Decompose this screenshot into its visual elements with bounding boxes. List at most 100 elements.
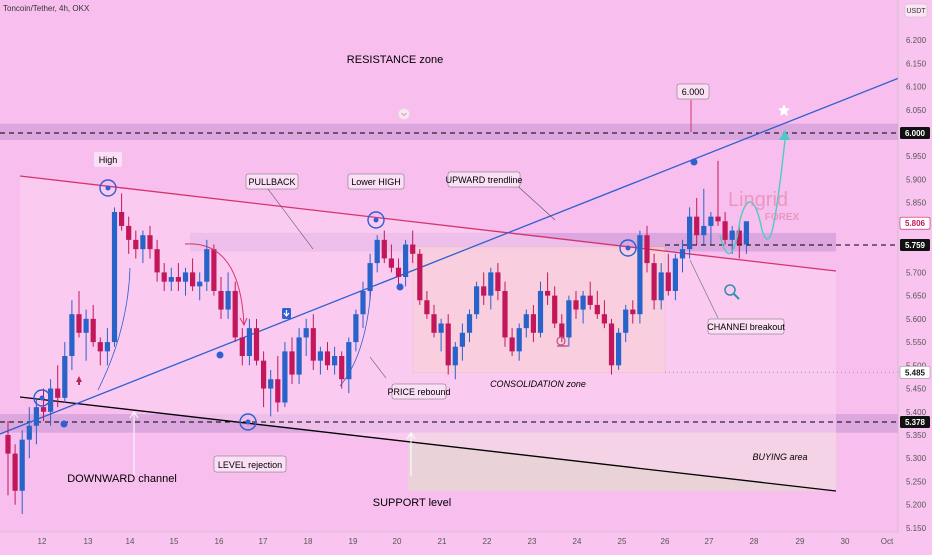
candle-body <box>736 230 742 245</box>
time-axis-ticks: 12 13 14 15 16 17 18 19 20 21 22 23 24 25 26 27 28 29 30 Oc… <box>38 537 894 546</box>
forecast-path <box>719 139 786 255</box>
candle-body <box>310 328 316 361</box>
candle-body <box>708 216 714 226</box>
candle-body <box>608 323 615 366</box>
candle-body <box>743 221 749 245</box>
candle-body <box>580 295 586 310</box>
candle-body <box>161 272 167 282</box>
currency-badge[interactable] <box>904 3 928 18</box>
downward-channel-top-line <box>19 175 837 272</box>
high-circle-marker <box>99 179 117 197</box>
candle-body <box>83 318 89 333</box>
candle-body <box>388 258 394 268</box>
pullback-arrowhead <box>239 317 248 327</box>
price-axis-tick-label: 5.650 <box>906 292 927 301</box>
time-axis-panel[interactable] <box>0 532 932 550</box>
candle-body <box>431 314 437 333</box>
high-label-box <box>94 152 122 167</box>
price-tag-box <box>899 216 931 230</box>
time-axis-tick-label: 19 <box>349 537 358 546</box>
candle-body <box>644 235 650 264</box>
candle-body <box>481 286 487 296</box>
candle-body <box>367 263 373 291</box>
candle-body <box>97 342 103 352</box>
price-axis-panel[interactable] <box>898 0 932 532</box>
candle-body <box>552 295 558 324</box>
rebound-arc-right <box>339 267 373 387</box>
time-axis-tick-label: 12 <box>38 537 47 546</box>
candle-body <box>537 290 544 333</box>
candle-body <box>126 225 132 240</box>
candle-body <box>474 286 480 315</box>
support-level-label: SUPPORT level <box>373 497 451 509</box>
time-axis-tick-label: 26 <box>661 537 670 546</box>
candle-body <box>502 290 508 338</box>
candle-body <box>687 216 693 250</box>
candle-body <box>601 314 607 324</box>
time-axis-tick-label: 17 <box>259 537 268 546</box>
consolidation-zone-label: CONSOLIDATION zone <box>490 379 586 389</box>
candle-body <box>395 267 402 278</box>
time-axis-tick-label: 29 <box>796 537 805 546</box>
high-dot <box>105 185 111 191</box>
candle-body <box>26 425 32 440</box>
price-axis-tick-label: 5.350 <box>906 431 927 440</box>
downward-channel-bottom-line <box>19 396 837 492</box>
candle-body <box>495 272 501 291</box>
star-icon <box>778 104 790 116</box>
upward-trendline-label-box <box>447 171 521 188</box>
candle-body <box>119 211 125 226</box>
time-axis-tick-label: 13 <box>84 537 93 546</box>
candle-body <box>545 290 551 296</box>
candle-body <box>239 337 245 357</box>
level-rejection-dot <box>245 419 251 425</box>
candle-body <box>332 356 338 366</box>
price-axis-tick-label: 5.400 <box>906 408 927 417</box>
candle-body <box>559 323 565 338</box>
candle-body <box>417 253 423 301</box>
time-axis-tick-label: 22 <box>483 537 492 546</box>
downward-channel-label: DOWNWARD channel <box>67 473 177 485</box>
candle-body <box>218 290 224 310</box>
brand-logo-text: Lingrid <box>728 189 788 211</box>
price-tag-box <box>900 416 930 428</box>
candle-body <box>701 225 707 236</box>
price-axis-tick-label: 5.450 <box>906 385 927 394</box>
magnifier-icon[interactable] <box>724 284 740 300</box>
candle-body <box>488 272 494 296</box>
candle-body <box>76 314 82 333</box>
price-tag-box <box>899 365 931 379</box>
candle-body <box>410 244 416 254</box>
candle-body <box>573 300 579 310</box>
candle-body <box>594 304 600 315</box>
candle-body <box>452 346 458 366</box>
candle-body <box>616 332 622 366</box>
candle-body <box>12 453 18 491</box>
price-axis-tick-label: 5.950 <box>906 152 927 161</box>
price-tag-label: 5.378 <box>905 418 926 427</box>
time-axis-tick-label: 21 <box>438 537 447 546</box>
candle-body <box>211 249 217 291</box>
time-axis-tick-label: 16 <box>215 537 224 546</box>
price-axis-tick-label: 5.700 <box>906 268 927 277</box>
time-axis-tick-label: Oct <box>881 537 894 546</box>
price-6000-label: 6.000 <box>682 87 705 97</box>
candle-body <box>339 356 345 380</box>
candle-body <box>197 281 203 287</box>
breakout-circle-marker <box>619 239 637 257</box>
price-rebound-label-box <box>391 383 447 400</box>
time-axis-tick-label: 18 <box>304 537 313 546</box>
candle-body <box>253 328 260 361</box>
support-arrowhead-2 <box>406 432 416 440</box>
brand-logo-subtext: FOREX <box>765 212 800 223</box>
candle-body <box>381 239 387 259</box>
price-axis-tick-label: 6.200 <box>906 36 927 45</box>
currency-badge-label: USDT <box>906 8 926 15</box>
trend-touch-dot-3 <box>216 351 224 359</box>
candle-body <box>261 360 267 389</box>
pullback-arc <box>184 243 245 326</box>
time-axis-tick-label: 23 <box>528 537 537 546</box>
candle-body <box>587 295 593 305</box>
